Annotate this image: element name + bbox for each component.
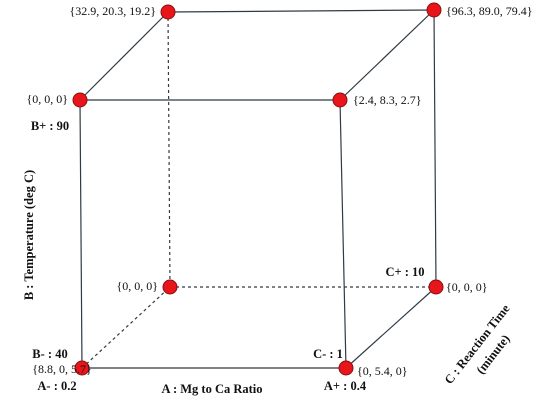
level-label: A+ : 0.4 [324, 379, 367, 393]
node-label: {96.3, 89.0, 79.4} [446, 4, 533, 18]
edge [167, 9, 435, 13]
edge [339, 9, 435, 101]
node-label: {2.4, 8.3, 2.7} [353, 93, 422, 107]
edge [339, 99, 347, 369]
node-label: {32.9, 20.3, 19.2} [69, 4, 156, 18]
node-label: {8.8, 0, 5.7} [32, 362, 92, 376]
edge [167, 11, 171, 288]
level-label: B+ : 90 [31, 119, 69, 133]
level-label: A- : 0.2 [37, 379, 76, 393]
axis-title: B : Temperature (deg C) [22, 170, 36, 300]
node [74, 360, 90, 376]
node [162, 279, 178, 295]
level-label: B- : 40 [32, 347, 67, 361]
edge [433, 9, 437, 288]
edge [79, 99, 83, 369]
node-label: {0, 0, 0} [26, 92, 68, 106]
level-label: C- : 1 [313, 347, 343, 361]
node [332, 92, 348, 108]
node-label: {0, 0, 0} [446, 280, 488, 294]
edge [79, 11, 169, 101]
node [428, 279, 444, 295]
edge [81, 286, 171, 369]
level-label: C+ : 10 [385, 265, 424, 279]
node [338, 360, 354, 376]
node [160, 4, 176, 20]
node-label: {0, 5.4, 0} [357, 364, 408, 378]
edge [345, 286, 437, 369]
node [72, 92, 88, 108]
node-label: {0, 0, 0} [116, 279, 158, 293]
axis-title: A : Mg to Ca Ratio [161, 382, 262, 396]
node [426, 2, 442, 18]
